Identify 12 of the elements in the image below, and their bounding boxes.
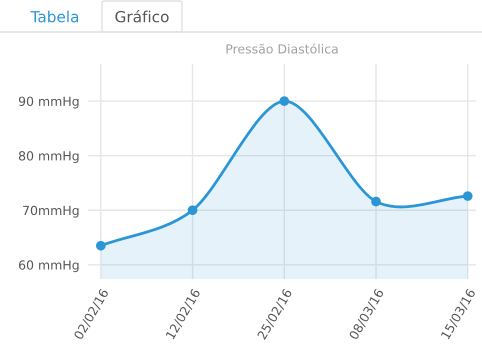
point: [462, 191, 473, 201]
y-tick-label: 90 mmHg: [18, 96, 79, 108]
y-tick-label: 80 mmHg: [18, 151, 79, 164]
point: [371, 196, 381, 206]
point: [279, 96, 290, 106]
point: [188, 205, 198, 216]
text: Tabela: [30, 10, 78, 22]
text: Gráfico: [115, 10, 169, 22]
chart-title: Pressão Diastólica: [226, 43, 338, 54]
y-tick-label: 70mmHg: [23, 206, 79, 218]
y-tick-label: 60 mmHg: [18, 260, 79, 272]
point: [96, 240, 106, 251]
